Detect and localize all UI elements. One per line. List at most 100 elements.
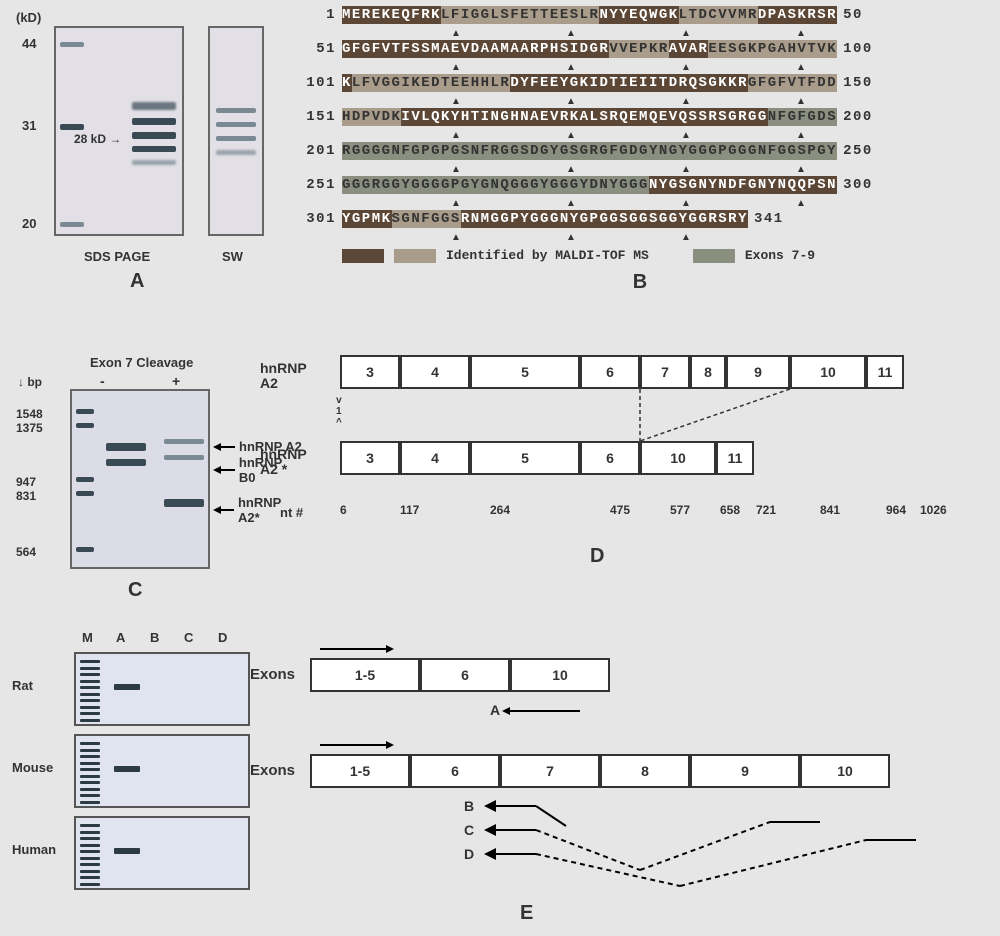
- nt-tick: 6: [340, 503, 347, 517]
- exons-label-1: Exons: [250, 666, 295, 683]
- seq-body: MEREKEQFRKLFIGGLSFETTEESLRNYYEQWGKLTDCVV…: [342, 6, 837, 24]
- lane-B: B: [150, 630, 159, 645]
- seq-segment: IVLQKYHTINGHNAEVRKALSRQEMQEVQSSRSGRGG: [401, 108, 767, 126]
- seq-row: 51 GFGFVTFSSMAEVDAAMAARPHSIDGRVVEPKRAVARE…: [300, 40, 980, 58]
- exon-box: 6: [420, 658, 510, 692]
- seq-num-left: 251: [300, 177, 336, 193]
- exon-box: 3: [340, 441, 400, 475]
- primer-bcd-lines: [310, 790, 950, 890]
- fwd-primer-2: [320, 744, 390, 746]
- panel-d: hnRNP A2 34567891011 v 1 ^ hnRNP A2 * 34…: [340, 355, 980, 595]
- lane-D: D: [218, 630, 227, 645]
- tick-mark: ▲: [451, 164, 461, 175]
- panel-c-letter: C: [128, 579, 142, 602]
- exon-box: 10: [510, 658, 610, 692]
- nt-tick: 1026: [920, 503, 947, 517]
- panel-c: Exon 7 Cleavage - + ↓ bp 1548 1375 947 8…: [12, 355, 302, 605]
- lane-C: C: [184, 630, 193, 645]
- seq-segment: DYFEEYGKIDTIEIITDR: [510, 74, 688, 92]
- exons-label-2: Exons: [250, 762, 295, 779]
- kd-tick: 31: [22, 118, 36, 133]
- seq-num-left: 301: [300, 211, 336, 227]
- seq-segment: DPASKRSR: [758, 6, 837, 24]
- panel-e-letter: E: [520, 902, 533, 925]
- seq-segment: LFIGGLSFETTEESLR: [441, 6, 599, 24]
- species-gel: Rat: [12, 652, 262, 730]
- species-gel: Human: [12, 816, 262, 894]
- emap-row-1: 1-5610: [310, 658, 970, 694]
- seq-body: GFGFVTFSSMAEVDAAMAARPHSIDGRVVEPKRAVAREES…: [342, 40, 837, 58]
- nt-tick: 841: [820, 503, 840, 517]
- seq-num-left: 51: [300, 41, 336, 57]
- tick-row: ▲▲▲▲: [342, 62, 980, 72]
- seq-body: HDPVDKIVLQKYHTINGHNAEVRKALSRQEMQEVQSSRSG…: [342, 108, 837, 126]
- exon-box: 10: [790, 355, 866, 389]
- kd-header: (kD): [16, 10, 41, 25]
- exon-box: 8: [690, 355, 726, 389]
- panel-e-map: Exons 1-5610 A Exons 1-5678910 B C D E: [310, 630, 970, 910]
- tick-mark: ▲: [451, 96, 461, 107]
- dashed-connector: [340, 389, 940, 443]
- tick-mark: ▲: [796, 96, 806, 107]
- exon-box: 3: [340, 355, 400, 389]
- exon-box: 4: [400, 355, 470, 389]
- seq-row: 1MEREKEQFRKLFIGGLSFETTEESLRNYYEQWGKLTDCV…: [300, 6, 980, 24]
- tick-row: ▲▲▲: [342, 232, 980, 242]
- gel-frame: [74, 652, 250, 726]
- nt-tick: 264: [490, 503, 510, 517]
- tick-mark: ▲: [681, 62, 691, 73]
- exon-box: 7: [500, 754, 600, 788]
- kd-tick: 44: [22, 36, 36, 51]
- seq-segment: GGGRGGYGGGGPGYGNQGGGYGGGYDNYGGG: [342, 176, 649, 194]
- label-hnrnp-a2: hnRNP A2: [260, 361, 307, 392]
- tick-mark: ▲: [566, 232, 576, 243]
- exon-box: 1-5: [310, 658, 420, 692]
- seq-num-left: 101: [300, 75, 336, 91]
- exon-box: 5: [470, 441, 580, 475]
- tick-row: ▲▲▲▲: [342, 164, 980, 174]
- seq-num-right: 150: [843, 75, 879, 91]
- tick-mark: ▲: [681, 28, 691, 39]
- tick-mark: ▲: [566, 28, 576, 39]
- seq-segment: YGPMK: [342, 210, 392, 228]
- nt-tick: 721: [756, 503, 776, 517]
- primer-A: A: [490, 702, 500, 718]
- bp-header: ↓ bp: [18, 375, 42, 389]
- legend-text-1: Identified by MALDI-TOF MS: [446, 248, 649, 263]
- gel-frame: [74, 816, 250, 890]
- exon-box: 4: [400, 441, 470, 475]
- panel-a: (kD) 44 31 20 28 kD → SDS PAGE SW A: [12, 6, 292, 296]
- gel-a-sw: [208, 26, 264, 236]
- tick-mark: ▲: [566, 164, 576, 175]
- seq-segment: NFGFGDS: [768, 108, 837, 126]
- seq-segment: EESGKPGAHVTVK: [708, 40, 837, 58]
- seq-row: 251 GGGRGGYGGGGPGYGNQGGGYGGGYDNYGGGNYGSGN…: [300, 176, 980, 194]
- tick-mark: ▲: [451, 198, 461, 209]
- seq-body: YGPMKSGNFGGSRNMGGPYGGGNYGPGGSGGSGGYGGRSR…: [342, 210, 748, 228]
- exon-box: 6: [410, 754, 500, 788]
- seq-num-right: 300: [843, 177, 879, 193]
- seq-segment: HDPVDK: [342, 108, 401, 126]
- panel-b: 1MEREKEQFRKLFIGGLSFETTEESLRNYYEQWGKLTDCV…: [300, 6, 980, 294]
- seq-segment: LTDCVVMR: [679, 6, 758, 24]
- tick-mark: ▲: [681, 130, 691, 141]
- lane-minus: -: [100, 373, 105, 389]
- seq-num-left: 151: [300, 109, 336, 125]
- legend-text-2: Exons 7-9: [745, 248, 815, 263]
- lane-header-row: M A B C D: [12, 630, 262, 652]
- species-gel: Mouse: [12, 734, 262, 812]
- nt-tick: 658: [720, 503, 740, 517]
- exon-box: 6: [580, 441, 640, 475]
- exon-box: 10: [640, 441, 716, 475]
- nt-tick: 117: [400, 503, 419, 517]
- tick-row: ▲▲▲▲: [342, 28, 980, 38]
- seq-body: GGGRGGYGGGGPGYGNQGGGYGGGYDNYGGGNYGSGNYND…: [342, 176, 837, 194]
- legend-row: Identified by MALDI-TOF MS Exons 7-9: [342, 248, 980, 263]
- bp-tick: 564: [16, 545, 36, 559]
- tick-mark: ▲: [681, 198, 691, 209]
- swatch-exon: [693, 249, 735, 263]
- nt-hash: nt #: [280, 505, 303, 520]
- tick-mark: ▲: [566, 62, 576, 73]
- lane-A: A: [116, 630, 125, 645]
- sequence-block: 1MEREKEQFRKLFIGGLSFETTEESLRNYYEQWGKLTDCV…: [300, 6, 980, 242]
